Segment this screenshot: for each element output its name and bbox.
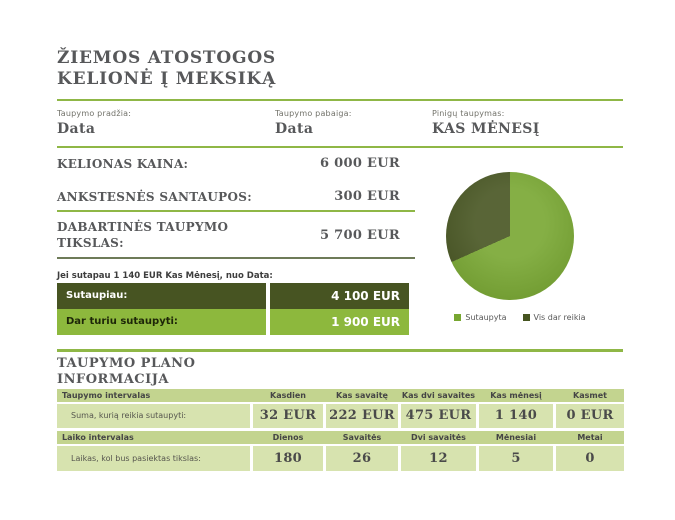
amount-row-label: Suma, kurią reikia sutaupyti:: [57, 404, 250, 428]
frequency-value[interactable]: KAS MĖNESĮ: [432, 121, 540, 137]
saved-value: 4 100 EUR: [270, 283, 409, 309]
page-title-line1: ŽIEMOS ATOSTOGOS: [57, 48, 276, 68]
amount-biweekly: 475 EUR: [401, 404, 476, 428]
plan-section-divider: [57, 349, 623, 352]
header-divider: [57, 146, 623, 148]
previous-savings-label: ANKSTESNĖS SANTAUPOS:: [57, 190, 252, 204]
remaining-label: Dar turiu sutaupyti:: [57, 309, 266, 335]
end-date-label: Taupymo pabaiga:: [275, 109, 352, 118]
page-title: ŽIEMOS ATOSTOGOS KELIONĖ Į MEKSIKĄ: [57, 48, 276, 90]
page-title-line2: KELIONĖ Į MEKSIKĄ: [57, 69, 277, 89]
title-divider: [57, 99, 623, 101]
trip-cost-label: KELIONAS KAINA:: [57, 157, 189, 171]
time-months: 5: [479, 446, 553, 471]
col-header-biweekly: Kas dvi savaites: [401, 391, 476, 400]
legend-label-saved: Sutaupyta: [465, 313, 507, 322]
col-header-daily: Kasdien: [270, 391, 306, 400]
time-row-label: Laikas, kol bus pasiektas tikslas:: [57, 446, 250, 471]
start-date-value[interactable]: Data: [57, 121, 96, 137]
frequency-label: Pinigų taupymas:: [432, 109, 505, 118]
savings-pie-chart: [446, 172, 574, 300]
remaining-value: 1 900 EUR: [270, 309, 409, 335]
col-header-yearly: Kasmet: [573, 391, 607, 400]
col-header-years: Metai: [577, 433, 603, 442]
amount-weekly: 222 EUR: [326, 404, 398, 428]
amount-row: Suma, kurią reikia sutaupyti: 32 EUR 222…: [57, 404, 624, 447]
col-header-weeks: Savaitės: [342, 433, 382, 442]
col-header-days: Dienos: [272, 433, 304, 442]
savings-interval-header-row: Taupymo intervalas Kasdien Kas savaitę K…: [57, 389, 624, 402]
interval-header-label: Taupymo intervalas: [62, 391, 151, 400]
saved-label: Sutaupiau:: [57, 283, 266, 309]
time-fortnights: 12: [401, 446, 476, 471]
plan-heading-line1: TAUPYMO PLANO: [57, 356, 196, 371]
col-header-monthly: Kas mėnesį: [490, 391, 542, 400]
plan-heading-line2: INFORMACIJA: [57, 372, 169, 387]
summary-divider: [57, 210, 415, 212]
header-col-end: Taupymo pabaiga: Data: [275, 109, 352, 137]
legend-swatch-icon: [522, 314, 530, 321]
end-date-value[interactable]: Data: [275, 121, 314, 137]
amount-daily: 32 EUR: [253, 404, 323, 428]
legend-item-saved: Sutaupyta: [454, 313, 507, 322]
previous-savings-value[interactable]: 300 EUR: [334, 189, 400, 204]
legend-item-remaining: Vis dar reikia: [522, 313, 586, 322]
time-weeks: 26: [326, 446, 398, 471]
plan-heading: TAUPYMO PLANO INFORMACIJA: [57, 356, 195, 388]
banner-caption: Jei sutapau 1 140 EUR Kas Mėnesį, nuo Da…: [57, 271, 273, 281]
start-date-label: Taupymo pradžia:: [57, 109, 132, 118]
header-col-frequency: Pinigų taupymas: KAS MĖNESĮ: [432, 109, 540, 137]
goal-divider: [57, 257, 415, 259]
time-years: 0: [556, 446, 624, 471]
current-goal-value: 5 700 EUR: [320, 228, 400, 243]
progress-banner: Sutaupiau: 4 100 EUR Dar turiu sutaupyti…: [57, 283, 409, 335]
time-row: Laikas, kol bus pasiektas tikslas: 180 2…: [57, 446, 624, 471]
header-col-start: Taupymo pradžia: Data: [57, 109, 131, 137]
amount-monthly: 1 140 EUR: [479, 404, 553, 447]
time-interval-header-row: Laiko intervalas Dienos Savaitės Dvi sav…: [57, 431, 624, 444]
time-days: 180: [253, 446, 323, 471]
legend-swatch-icon: [454, 314, 462, 321]
chart-legend: Sutaupyta Vis dar reikia: [430, 313, 610, 322]
col-header-months: Mėnesiai: [495, 433, 537, 442]
current-goal-label: DABARTINĖS TAUPYMO TIKSLAS:: [57, 220, 229, 250]
legend-label-remaining: Vis dar reikia: [533, 313, 586, 322]
trip-cost-value[interactable]: 6 000 EUR: [320, 156, 400, 171]
col-header-fortnights: Dvi savaitės: [411, 433, 466, 442]
amount-yearly: 0 EUR: [556, 404, 624, 428]
time-header-label: Laiko intervalas: [62, 433, 134, 442]
col-header-weekly: Kas savaitę: [336, 391, 388, 400]
